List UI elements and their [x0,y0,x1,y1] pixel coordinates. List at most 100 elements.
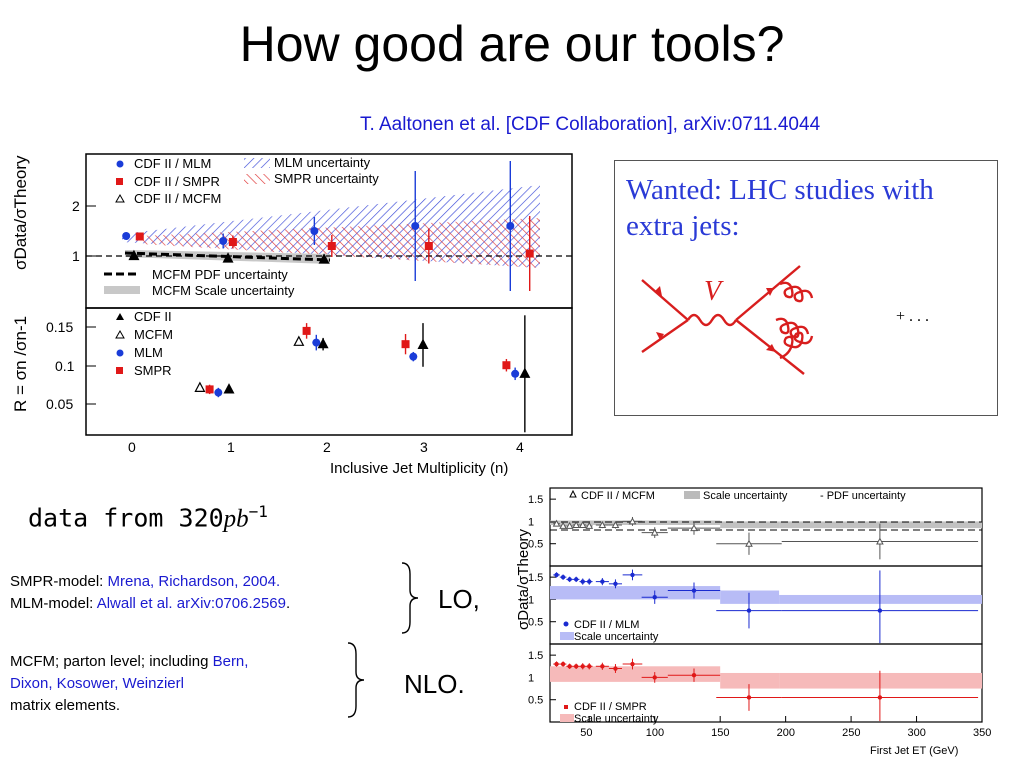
right-xtick: 350 [973,727,991,739]
right-point-2-3 [573,664,579,669]
top-point-1-3 [424,242,433,250]
right-point-1-0 [554,572,559,578]
bottom-point-1-0 [194,381,206,392]
right-scale-band [779,594,982,604]
bottom-point-2-2 [409,352,418,361]
smpr-reference[interactable]: Mrena, Richardson, 2004. [107,573,281,590]
top-point-2-0 [128,249,140,261]
right-point-0-6 [598,520,607,528]
top-point-1-4 [525,249,534,258]
boson-label: V [704,276,724,307]
top-point-2-2 [318,253,330,264]
top-ylabel: σData/σTheory [11,155,30,270]
right-point-2-4 [580,664,585,669]
xtick-0: 0 [128,439,136,455]
data-luminosity: data from 320pb−1 [28,502,268,533]
right-point-1-9 [652,595,657,600]
right-point-2-8 [630,661,635,667]
svg-text:CDF II / MLM: CDF II / MLM [134,156,211,171]
top-point-0-4 [506,222,515,230]
slide-title: How good are our tools? [239,16,785,72]
right-scale-band [720,590,780,604]
cdf-multiplicity-figure: 2 1 σData/σTheory CDF II / MLM CDF II / … [11,153,573,477]
bottom-point-0-2 [417,338,429,350]
bottom-point-1-1 [293,335,305,346]
nlo-brace [347,642,365,718]
svg-text:CDF II / MCFM: CDF II / MCFM [134,191,221,206]
bottom-point-0-3 [519,367,531,378]
mlm-model-line: MLM-model: Alwall et al. arXiv:0706.2569… [10,595,291,612]
right-point-0-9 [650,528,659,536]
mlm-reference[interactable]: Alwall et al. arXiv:0706.2569 [96,595,286,612]
right-ytick: 1.5 [528,494,543,506]
bottom-point-0-1 [317,337,329,349]
svg-text:CDF II: CDF II [134,309,172,324]
bottom-legend: CDF II MCFM MLM SMPR [115,309,173,378]
right-point-2-9 [652,675,657,680]
right-xtick: 250 [842,727,860,739]
right-point-2-10 [691,673,697,678]
right-point-0-10 [690,524,698,532]
right-xtick: 150 [711,727,729,739]
bottom-ytick-0.15: 0.15 [46,319,73,335]
svg-text:SMPR: SMPR [134,363,172,378]
bottom-point-3-1 [302,326,311,335]
bottom-point-3-3 [502,361,511,370]
top-panel: 2 1 σData/σTheory CDF II / MLM CDF II / … [11,153,573,309]
xtick-4: 4 [516,439,524,455]
right-scale-band [550,666,721,682]
right-point-2-2 [567,664,572,669]
bottom-point-2-1 [312,338,321,347]
top-ytick-1: 1 [72,248,80,264]
right-ytick: 0.5 [528,539,543,551]
mcfm-line-2: Dixon, Kosower, Weinzierl [10,673,184,695]
wanted-box [614,160,998,416]
bottom-point-0-0 [223,383,235,394]
right-point-0-2 [565,521,574,529]
right-point-1-5 [587,579,592,584]
right-ytick: 1 [528,594,534,606]
lo-brace [401,562,419,634]
right-point-1-1 [560,574,566,580]
svg-text:CDF II / MLM: CDF II / MLM [574,619,639,631]
svg-text:Scale uncertainty: Scale uncertainty [574,713,659,725]
svg-text:CDF II / SMPR: CDF II / SMPR [574,701,647,713]
right-xtick: 100 [646,727,664,739]
top-point-1-0 [135,232,144,241]
top-point-0-0 [122,232,131,240]
right-ytick: 0.5 [528,695,543,707]
right-point-0-0 [552,519,561,527]
right-ytick: 1 [528,672,534,684]
more-diagrams: + . . . [896,308,930,325]
right-ytick: 1.5 [528,572,543,584]
top-point-0-2 [310,227,319,235]
top-ytick-2: 2 [72,198,80,214]
right-point-0-1 [559,521,567,529]
svg-text:SMPR uncertainty: SMPR uncertainty [274,171,379,186]
smpr-model-line: SMPR-model: Mrena, Richardson, 2004. [10,573,281,590]
right-scale-band [720,521,780,529]
right-point-2-6 [600,664,605,669]
right-legend-1: CDF II / MCFM Scale uncertainty - PDF un… [569,489,906,502]
mcfm-line-1: MCFM; parton level; including Bern, [10,653,249,670]
svg-text:Scale uncertainty: Scale uncertainty [703,490,788,502]
svg-text:MCFM Scale uncertainty: MCFM Scale uncertainty [152,283,295,298]
bottom-point-2-3 [511,369,520,378]
right-point-1-11 [746,608,752,613]
right-ylabel: σData/σTheory [515,528,532,630]
right-ytick: 1 [528,516,534,528]
wanted-text: Wanted: LHC studies with extra jets: [626,174,934,242]
right-scale-band [720,672,780,689]
top-point-2-1 [222,252,234,263]
feynman-diagram: V [641,265,814,375]
top-point-1-2 [327,242,336,250]
svg-text:CDF II / SMPR: CDF II / SMPR [134,174,220,189]
right-scale-band [779,521,982,529]
bottom-point-2-0 [214,388,223,397]
right-point-2-5 [587,664,592,669]
mcfm-reference[interactable]: Dixon, Kosower, Weinzierl [10,675,184,692]
svg-text:MLM: MLM [134,345,163,360]
top-point-0-3 [411,222,420,230]
xtick-1: 1 [227,439,235,455]
right-point-2-0 [554,661,559,667]
